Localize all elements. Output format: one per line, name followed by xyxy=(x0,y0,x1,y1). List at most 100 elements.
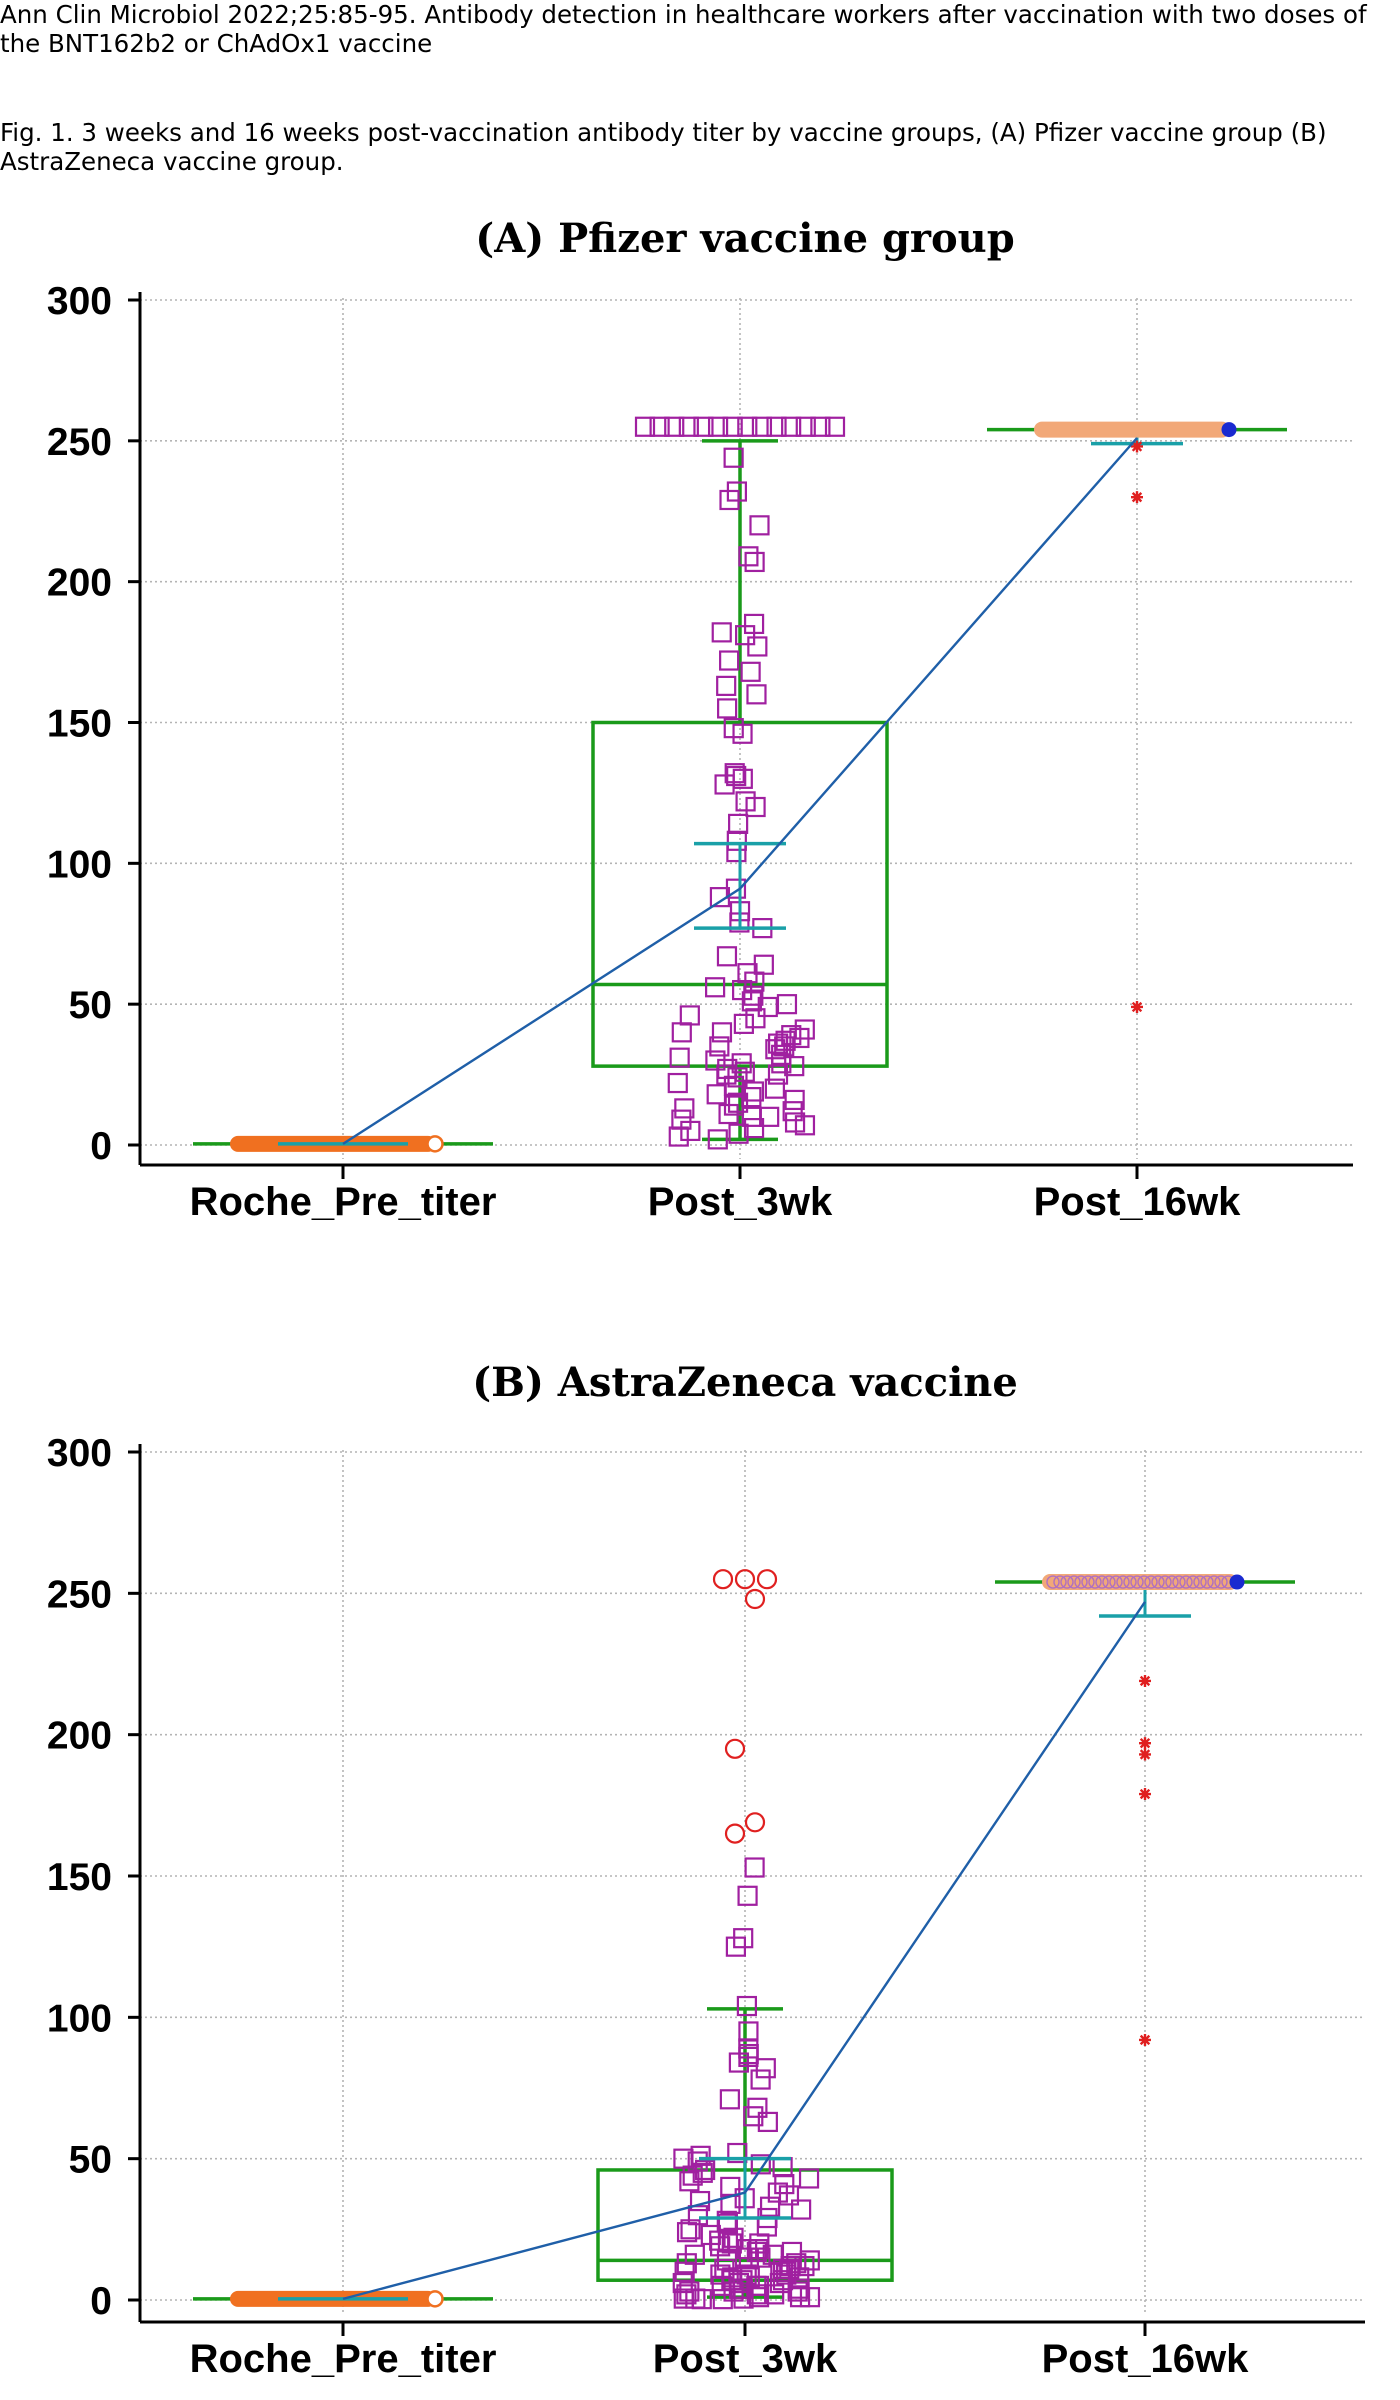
post16-band-dot xyxy=(1123,1575,1137,1589)
y-tick-label: 100 xyxy=(47,843,112,886)
data-point xyxy=(747,636,768,657)
y-tick-label: 0 xyxy=(90,1125,112,1168)
outlier-circle xyxy=(724,1823,746,1844)
data-point xyxy=(732,768,753,789)
data-point xyxy=(707,416,729,437)
data-point xyxy=(725,1936,746,1957)
y-tick-label: 150 xyxy=(47,703,112,746)
data-point xyxy=(718,1103,739,1125)
data-point xyxy=(791,2199,812,2220)
data-point xyxy=(707,1129,728,1150)
pre-titer-max-marker xyxy=(426,2290,444,2308)
data-point xyxy=(750,2154,771,2175)
data-point xyxy=(674,1098,695,1119)
y-tick-label: 300 xyxy=(47,1432,112,1475)
post16-band-dot xyxy=(1060,1575,1074,1589)
chart-a-pfizer: (A) Pfizer vaccine group 0 50 100 150 200 250 3… xyxy=(47,215,1353,1224)
post16-band-dot xyxy=(1214,1575,1228,1589)
post16-band-dot xyxy=(1074,1575,1088,1589)
data-point xyxy=(732,723,753,744)
data-point xyxy=(714,774,735,795)
data-point xyxy=(782,1101,803,1122)
data-point xyxy=(716,946,738,967)
post16-band-dot xyxy=(1116,1575,1130,1589)
data-point xyxy=(680,2219,701,2240)
data-point xyxy=(717,2230,739,2251)
data-point xyxy=(781,416,802,437)
post16-band-dot xyxy=(1186,1575,1200,1589)
data-point xyxy=(767,1064,789,1085)
data-point xyxy=(726,830,747,851)
data-point xyxy=(743,985,764,1006)
data-point xyxy=(750,2247,771,2268)
data-point xyxy=(795,416,816,437)
outlier-star xyxy=(1131,440,1143,453)
post16-band-dot xyxy=(1144,1575,1158,1589)
post16-max-marker xyxy=(1229,1574,1245,1590)
data-point xyxy=(746,684,767,705)
data-point xyxy=(719,489,740,511)
data-point xyxy=(673,2288,694,2309)
data-point xyxy=(682,2165,703,2186)
data-point xyxy=(740,661,761,682)
post16-band-dot xyxy=(1053,1575,1067,1589)
post16-band-dot xyxy=(1200,1575,1214,1589)
mean-connector-line xyxy=(342,1601,1146,2301)
mean-connector-line xyxy=(342,437,1138,1145)
data-point xyxy=(733,1013,754,1034)
post16-band-dot xyxy=(1088,1575,1102,1589)
data-point xyxy=(738,2247,759,2268)
data-point xyxy=(695,2159,716,2181)
post16-band-dot xyxy=(1151,1575,1165,1589)
data-point xyxy=(737,1885,758,1906)
data-point xyxy=(671,1022,692,1043)
data-point xyxy=(716,1064,737,1085)
post16-band-dot xyxy=(1102,1575,1116,1589)
data-point xyxy=(799,2250,820,2271)
data-point xyxy=(789,2267,810,2288)
x-tick-label: Post_3wk xyxy=(648,1180,833,1224)
y-tick-label: 300 xyxy=(47,280,112,323)
data-point xyxy=(680,1120,701,1142)
chart-title: (A) Pfizer vaccine group xyxy=(475,215,1014,262)
y-tick-label: 200 xyxy=(47,562,112,605)
data-point xyxy=(676,2222,698,2243)
data-point xyxy=(772,2157,793,2178)
outlier-star xyxy=(1139,1748,1151,1761)
data-point xyxy=(744,1857,765,1878)
data-point xyxy=(726,841,747,863)
data-point xyxy=(711,1022,733,1043)
data-point xyxy=(664,416,685,437)
x-tick-label: Post_3wk xyxy=(653,2337,838,2381)
pre-titer-max-marker xyxy=(426,1135,444,1153)
data-point xyxy=(723,1075,745,1096)
chart-b-astrazeneca: (B) AstraZeneca vaccine 0 50 100 150 200 250 30… xyxy=(47,1359,1365,2381)
data-point xyxy=(711,622,732,643)
data-point xyxy=(727,2142,748,2164)
data-point xyxy=(717,698,738,719)
data-point xyxy=(798,2168,820,2189)
data-point xyxy=(712,2289,733,2310)
data-point xyxy=(667,1072,688,1094)
data-point xyxy=(787,2281,808,2302)
outlier-circle xyxy=(756,1569,778,1590)
data-point xyxy=(810,416,831,437)
citation-text: Ann Clin Microbiol 2022;25:85-95. Antibo… xyxy=(0,0,1367,58)
data-point xyxy=(765,1039,786,1060)
y-tick-label: 0 xyxy=(90,2280,112,2323)
outlier-circle xyxy=(724,1738,746,1759)
post16-band-dot xyxy=(1158,1575,1172,1589)
chart-title: (B) AstraZeneca vaccine xyxy=(472,1359,1018,1406)
data-point xyxy=(756,2216,777,2237)
x-tick-label: Post_16wk xyxy=(1034,1180,1242,1224)
data-point xyxy=(750,2069,771,2090)
data-point xyxy=(710,2236,731,2257)
y-tick-label: 200 xyxy=(47,1715,112,1758)
data-point xyxy=(757,996,778,1018)
data-point xyxy=(764,1078,785,1099)
data-point xyxy=(716,675,737,696)
post16-band-dot xyxy=(1130,1575,1144,1589)
data-point xyxy=(733,2288,754,2309)
outlier-circle xyxy=(734,1569,756,1590)
outlier-circle xyxy=(744,1588,766,1610)
